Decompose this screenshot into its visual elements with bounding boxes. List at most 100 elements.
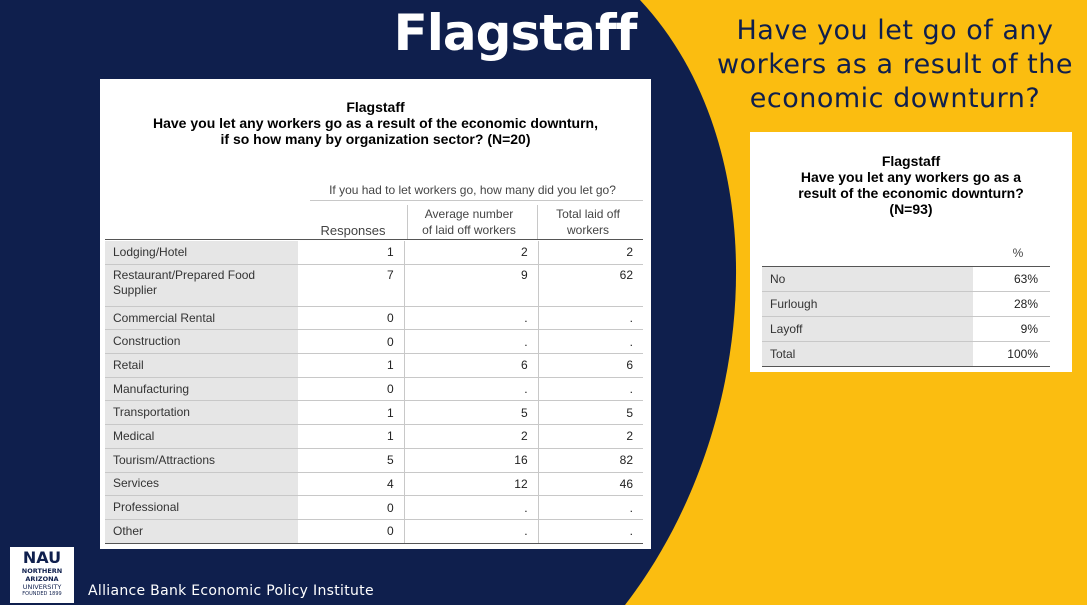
- average-cell: .: [404, 329, 539, 355]
- slide-title: Flagstaff: [393, 4, 638, 62]
- col-header-average-line2: of laid off workers: [422, 223, 516, 237]
- col-header-percent: %: [1012, 246, 1024, 260]
- percent-cell: 100%: [973, 341, 1050, 367]
- overall-table-n: (N=93): [889, 201, 933, 217]
- sector-table-subquestion: if so how many by organization sector? (…: [220, 131, 531, 147]
- table-row: Services 4 12 46: [105, 472, 643, 497]
- responses-cell: 0: [298, 519, 405, 544]
- table-row: Transportation 1 5 5: [105, 400, 643, 426]
- percent-cell: 28%: [973, 291, 1050, 317]
- logo-line-founded: FOUNDED 1899: [22, 591, 62, 597]
- total-cell: .: [538, 519, 643, 544]
- row-label: Construction: [105, 329, 299, 355]
- average-cell: 16: [404, 448, 539, 473]
- total-cell: 2: [538, 424, 643, 449]
- average-cell: 2: [404, 424, 539, 449]
- row-label: Layoff: [762, 316, 973, 342]
- row-label: No: [762, 266, 973, 292]
- row-label: Total: [762, 341, 973, 367]
- row-label: Medical: [105, 424, 299, 449]
- average-cell: 5: [404, 400, 539, 426]
- percent-cell: 9%: [973, 316, 1050, 342]
- header-divider: [537, 205, 538, 239]
- average-cell: 6: [404, 353, 539, 378]
- table-row: Professional 0 . .: [105, 495, 643, 520]
- total-cell: 46: [538, 472, 643, 497]
- row-label: Retail: [105, 353, 299, 378]
- responses-cell: 1: [298, 241, 405, 265]
- sector-table-card: Flagstaff Have you let any workers go as…: [100, 79, 651, 549]
- average-cell: .: [404, 519, 539, 544]
- row-label: Transportation: [105, 400, 299, 426]
- sector-table-question: Have you let any workers go as a result …: [153, 115, 598, 131]
- row-label: Professional: [105, 495, 299, 520]
- average-cell: 2: [404, 241, 539, 265]
- average-cell: 12: [404, 472, 539, 497]
- overall-table-card: Flagstaff Have you let any workers go as…: [750, 132, 1072, 372]
- slide-question: Have you let go of any workers as a resu…: [717, 15, 1073, 114]
- responses-cell: 0: [298, 495, 405, 520]
- table-row: Lodging/Hotel 1 2 2: [105, 241, 643, 265]
- overall-table-question-line2: result of the economic downturn?: [798, 185, 1024, 201]
- row-label: Tourism/Attractions: [105, 448, 299, 473]
- sector-table-title: Flagstaff: [346, 99, 405, 115]
- table-row: Furlough 28%: [762, 291, 1050, 317]
- table-row: Commercial Rental 0 . .: [105, 306, 643, 331]
- table-row: Retail 1 6 6: [105, 353, 643, 378]
- responses-cell: 0: [298, 306, 405, 331]
- group-header: If you had to let workers go, how many d…: [329, 183, 616, 197]
- responses-cell: 1: [298, 353, 405, 378]
- responses-cell: 1: [298, 424, 405, 449]
- logo-line-arizona: ARIZONA: [25, 575, 59, 583]
- row-label: Services: [105, 472, 299, 497]
- average-cell: .: [404, 306, 539, 331]
- table-row: Total 100%: [762, 341, 1050, 367]
- col-header-average-line1: Average number: [424, 207, 514, 221]
- sector-table: Lodging/Hotel 1 2 2 Restaurant/Prepared …: [105, 241, 643, 544]
- footer-institute: Alliance Bank Economic Policy Institute: [88, 583, 374, 599]
- col-header-total-line1: Total laid off: [556, 207, 620, 221]
- total-cell: .: [538, 329, 643, 355]
- responses-cell: 5: [298, 448, 405, 473]
- col-header-total-line2: workers: [566, 223, 609, 237]
- row-label: Restaurant/Prepared Food Supplier: [105, 264, 299, 307]
- table-row: Medical 1 2 2: [105, 424, 643, 449]
- total-cell: .: [538, 306, 643, 331]
- logo-line-university: UNIVERSITY: [22, 583, 62, 591]
- logo-wordmark: NAU: [22, 548, 62, 567]
- average-cell: 9: [404, 264, 539, 307]
- total-cell: 82: [538, 448, 643, 473]
- total-cell: .: [538, 377, 643, 402]
- total-cell: 5: [538, 400, 643, 426]
- overall-table-title: Flagstaff: [881, 153, 941, 169]
- table-row: Restaurant/Prepared Food Supplier 7 9 62: [105, 264, 643, 307]
- group-header-rule: [310, 200, 643, 201]
- header-divider: [407, 205, 408, 239]
- row-label: Manufacturing: [105, 377, 299, 402]
- total-cell: 62: [538, 264, 643, 307]
- percent-cell: 63%: [973, 266, 1050, 292]
- row-label: Lodging/Hotel: [105, 241, 299, 265]
- nau-logo: NAU NORTHERN ARIZONA UNIVERSITY FOUNDED …: [10, 547, 74, 603]
- average-cell: .: [404, 495, 539, 520]
- responses-cell: 0: [298, 377, 405, 402]
- col-header-total: Total laid off workers: [538, 206, 638, 238]
- total-cell: .: [538, 495, 643, 520]
- responses-cell: 0: [298, 329, 405, 355]
- responses-cell: 1: [298, 400, 405, 426]
- table-row: Tourism/Attractions 5 16 82: [105, 448, 643, 473]
- logo-line-northern: NORTHERN: [21, 567, 63, 575]
- average-cell: .: [404, 377, 539, 402]
- overall-table-question-line1: Have you let any workers go as a: [800, 169, 1022, 185]
- row-label: Commercial Rental: [105, 306, 299, 331]
- total-cell: 6: [538, 353, 643, 378]
- col-header-average: Average number of laid off workers: [407, 206, 531, 238]
- responses-cell: 4: [298, 472, 405, 497]
- table-row: Manufacturing 0 . .: [105, 377, 643, 402]
- row-label: Furlough: [762, 291, 973, 317]
- table-row: No 63%: [762, 266, 1050, 292]
- table-row: Layoff 9%: [762, 316, 1050, 342]
- table-row: Other 0 . .: [105, 519, 643, 544]
- total-cell: 2: [538, 241, 643, 265]
- table-row: Construction 0 . .: [105, 329, 643, 355]
